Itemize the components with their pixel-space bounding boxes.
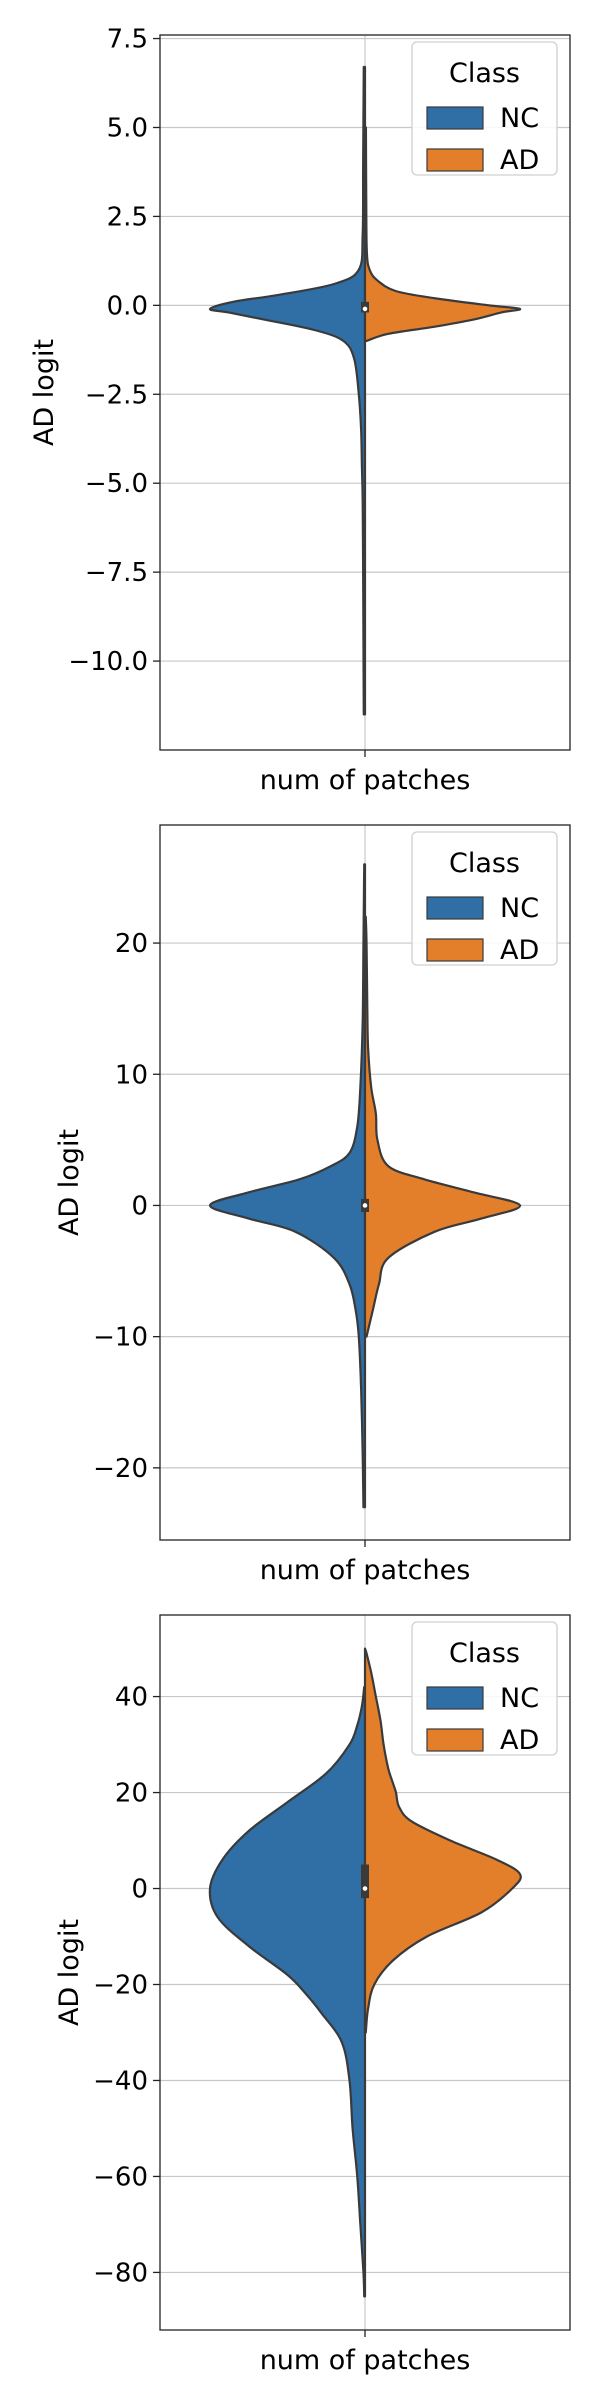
- legend-swatch-nc: [426, 1686, 484, 1710]
- legend-swatch-nc: [426, 896, 484, 920]
- legend-title: Class: [449, 1638, 520, 1669]
- violin-chart-3: 40 20 0 −20 −40 −60 −80 num of patches AD logit C…: [54, 1614, 571, 2376]
- y-tick-label: 20: [115, 929, 148, 959]
- legend-box: [411, 831, 558, 966]
- legend-swatch-ad: [426, 1728, 484, 1752]
- legend-box: [411, 41, 558, 176]
- legend-title: Class: [449, 848, 520, 879]
- violin-ad: [363, 1647, 522, 2034]
- y-tick-label: 20: [115, 1779, 148, 1809]
- legend-swatch-nc: [426, 106, 484, 130]
- y-tick-label: −2.5: [85, 380, 148, 410]
- y-tick-label: −80: [93, 2258, 148, 2288]
- y-tick-label: 7.5: [107, 25, 148, 55]
- box-median: [362, 1202, 368, 1209]
- violin-nc: [208, 1685, 367, 2298]
- legend-title: Class: [449, 58, 520, 89]
- y-tick-label: 2.5: [107, 202, 148, 232]
- legend-label-ad: AD: [500, 935, 539, 966]
- y-tick-label: 0: [131, 1191, 148, 1221]
- violin-ad: [363, 126, 522, 343]
- y-tick-label: −5.0: [85, 469, 148, 499]
- y-tick-label: 40: [115, 1683, 148, 1713]
- box-median: [362, 1885, 368, 1892]
- violin-chart-2: 20 10 0 −10 −20 num of patches AD logit Class NC…: [54, 824, 571, 1586]
- y-tick-label: 10: [115, 1060, 148, 1090]
- legend-label-ad: AD: [500, 145, 539, 176]
- y-axis-label: AD logit: [29, 339, 60, 446]
- y-axis-label: AD logit: [54, 1919, 85, 2026]
- y-axis-label: AD logit: [54, 1129, 85, 1236]
- legend-label-nc: NC: [500, 1683, 539, 1714]
- x-axis-label: num of patches: [260, 2345, 471, 2376]
- box-median: [362, 306, 368, 312]
- x-axis-label: num of patches: [260, 765, 471, 796]
- y-tick-label: −10.0: [68, 647, 148, 677]
- x-axis-label: num of patches: [260, 1555, 471, 1586]
- y-tick-label: 0: [131, 1875, 148, 1905]
- legend: Class NC AD: [411, 41, 558, 176]
- y-tick-label: −10: [93, 1323, 148, 1353]
- y-tick-label: −20: [93, 1454, 148, 1484]
- violin-nc: [208, 863, 367, 1509]
- y-tick-label: −40: [93, 2066, 148, 2096]
- y-tick-label: 5.0: [107, 113, 148, 143]
- legend-label-nc: NC: [500, 893, 539, 924]
- legend: Class NC AD: [411, 831, 558, 966]
- legend-box: [411, 1621, 558, 1756]
- legend-label-nc: NC: [500, 103, 539, 134]
- violin-chart-1: 7.5 5.0 2.5 0.0 −2.5 −5.0 −7.5 −10.0 num of patc…: [29, 25, 571, 796]
- legend-swatch-ad: [426, 938, 484, 962]
- y-tick-label: −7.5: [85, 558, 148, 588]
- legend-label-ad: AD: [500, 1725, 539, 1756]
- legend: Class NC AD: [411, 1621, 558, 1756]
- y-tick-label: −60: [93, 2162, 148, 2192]
- violin-ad: [363, 915, 522, 1338]
- y-tick-label: 0.0: [107, 291, 148, 321]
- legend-swatch-ad: [426, 148, 484, 172]
- y-tick-label: −20: [93, 1970, 148, 2000]
- box-iqr: [361, 1864, 369, 1899]
- violin-nc: [208, 65, 367, 716]
